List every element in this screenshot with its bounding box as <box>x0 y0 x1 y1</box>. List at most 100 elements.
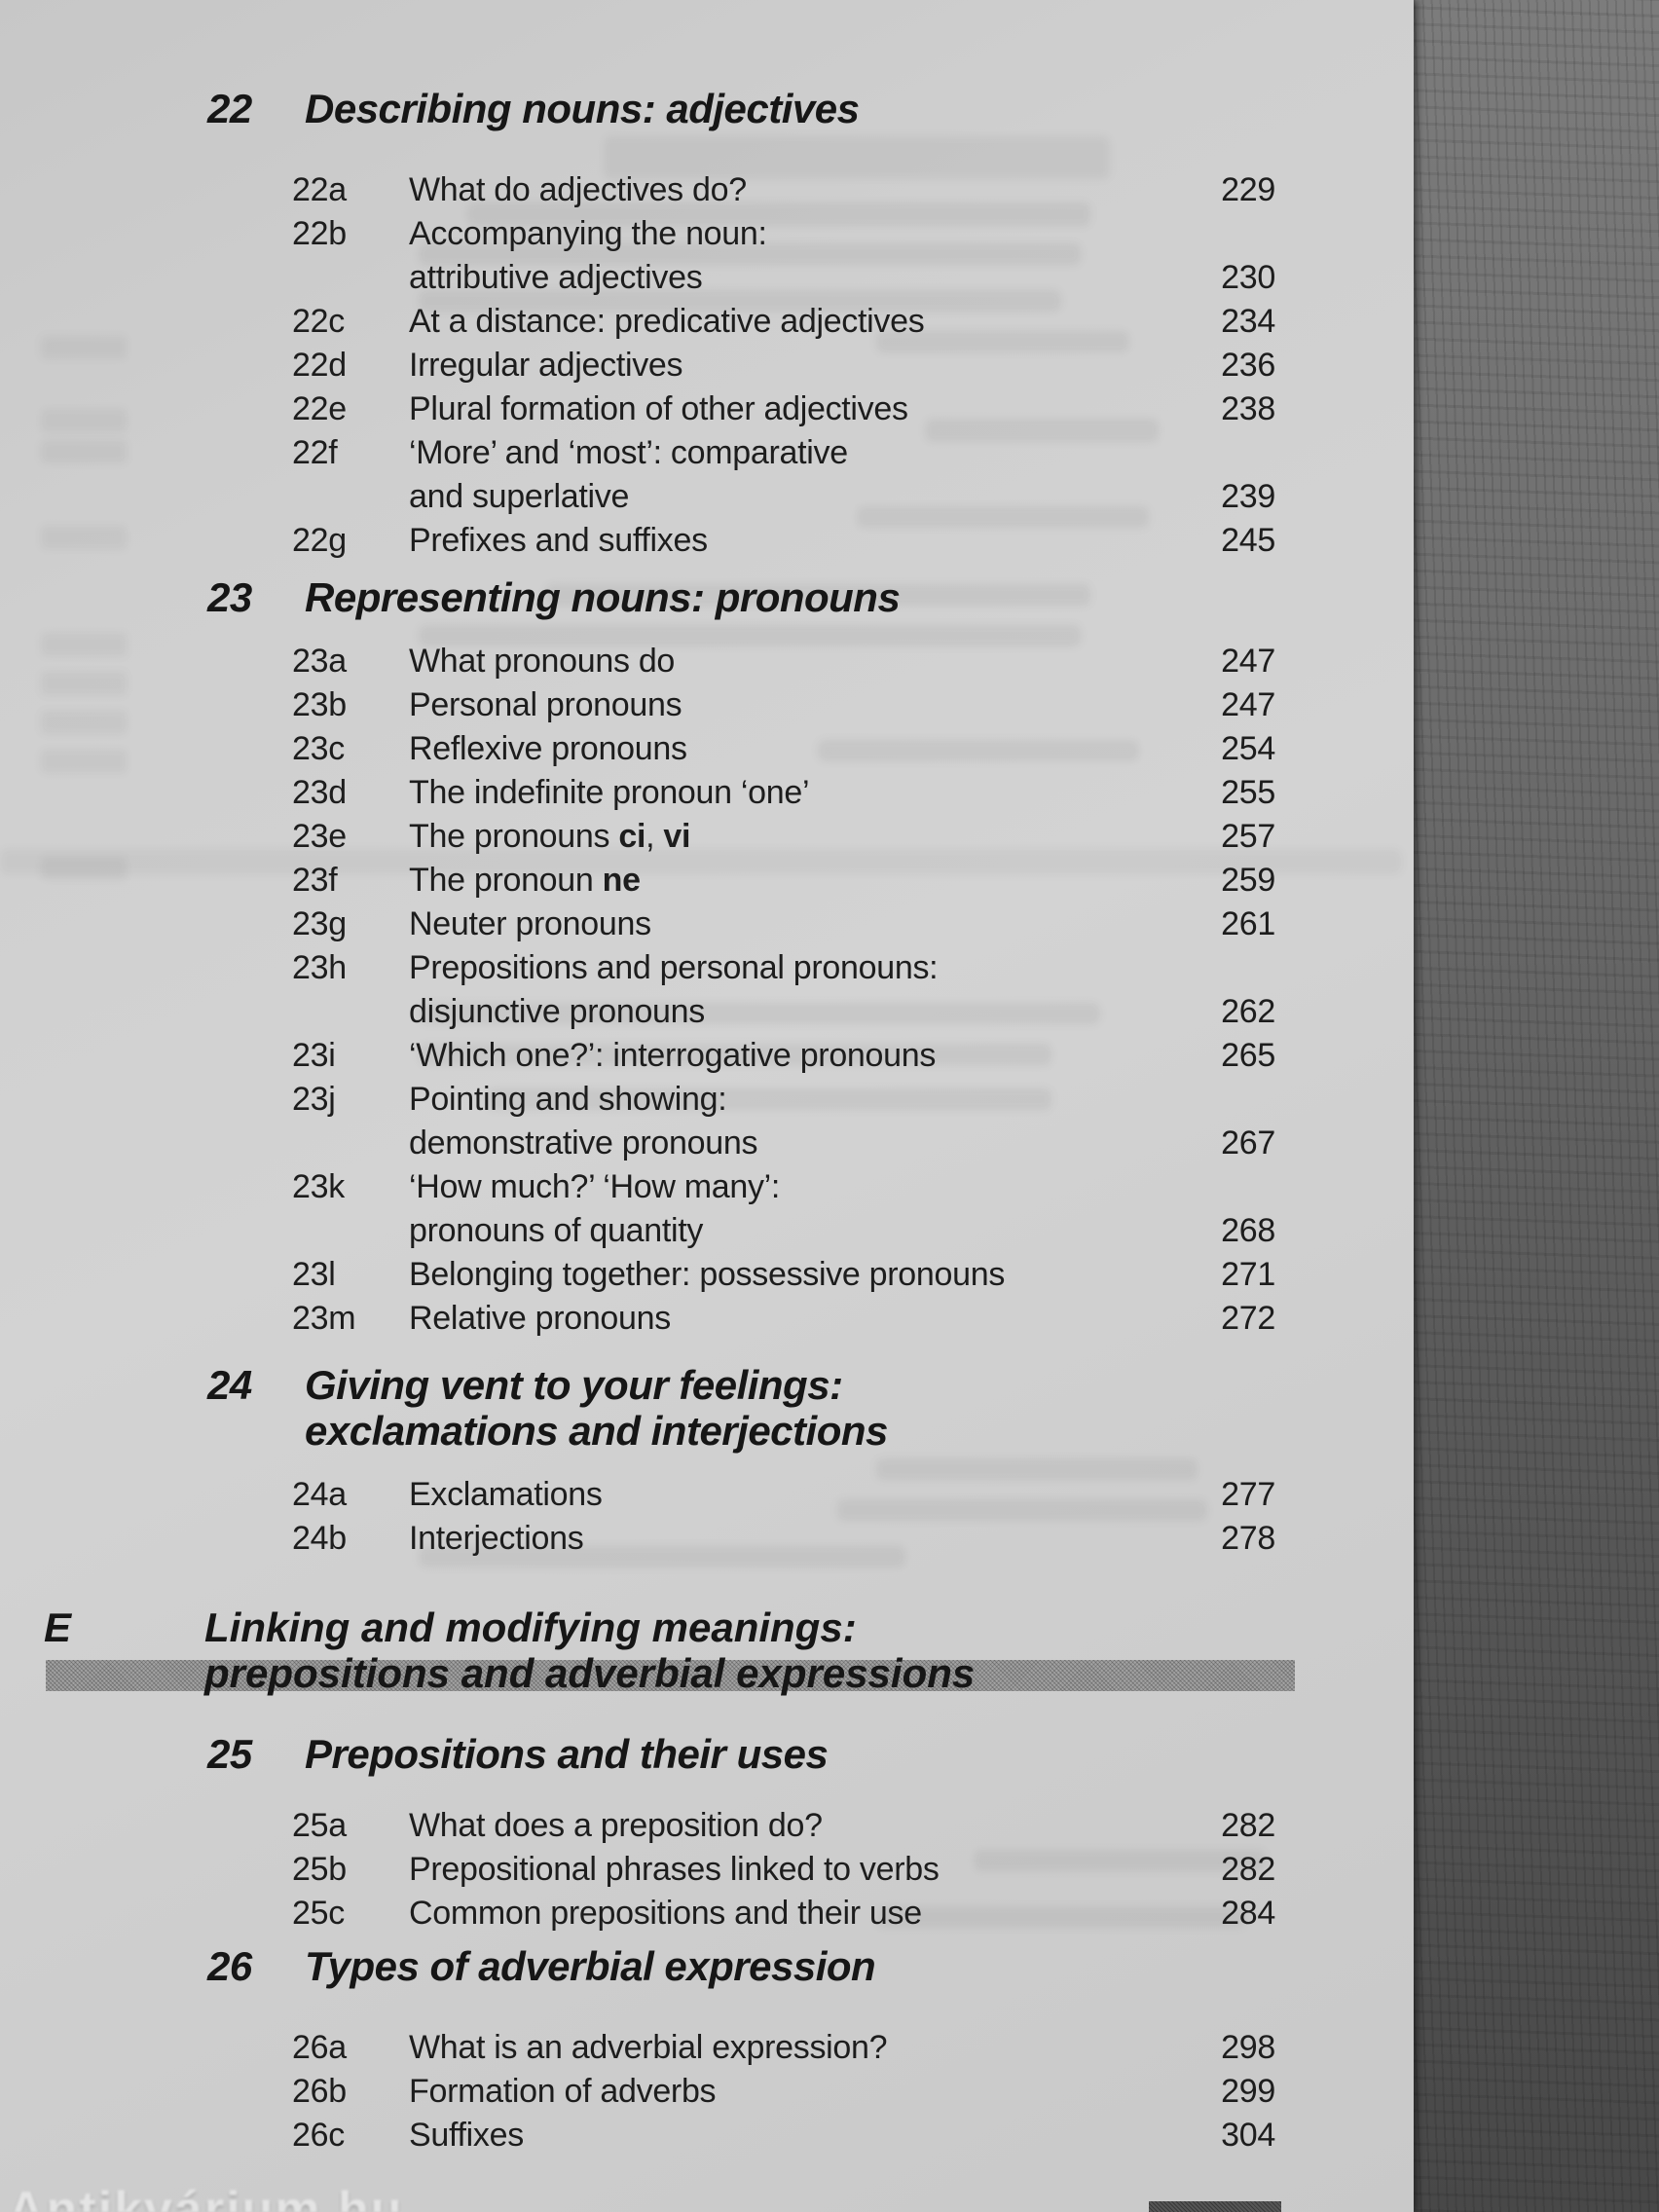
entry-title-line: Neuter pronouns <box>409 905 651 942</box>
entry-label: 23k <box>292 1168 345 1205</box>
entry-label: 23h <box>292 949 347 986</box>
entry-page-number: 234 <box>1221 303 1275 340</box>
toc-entry: 25c Common prepositions and their use 284 <box>0 1892 1414 1936</box>
entry-title-line: Formation of adverbs <box>409 2073 717 2110</box>
entry-page-number: 247 <box>1221 686 1275 723</box>
entry-page-number: 268 <box>1221 1212 1275 1249</box>
part-heading: E Linking and modifying meanings: preposit… <box>0 1604 1414 1696</box>
entry-title: Neuter pronouns <box>409 903 1129 946</box>
entry-title: Prefixes and suffixes <box>409 519 1129 563</box>
entry-title-line: Plural formation of other adjectives <box>409 390 908 427</box>
chapter-title: Types of adverbial expression <box>305 1943 1414 1989</box>
toc-entry: 22c At a distance: predicative adjectives… <box>0 300 1414 344</box>
entry-title: What does a preposition do? <box>409 1804 1129 1848</box>
toc-entry: 23i ‘Which one?’: interrogative pronouns 2… <box>0 1034 1414 1078</box>
entry-page-number: 236 <box>1221 347 1275 384</box>
toc-entry: 23l Belonging together: possessive pronou… <box>0 1253 1414 1297</box>
toc-entry: 22b Accompanying the noun: attributive adj… <box>0 212 1414 300</box>
entry-label: 23e <box>292 818 347 855</box>
entry-label: 23l <box>292 1256 336 1293</box>
entry-title-line: Pointing and showing: <box>409 1081 727 1118</box>
entry-page-number: 261 <box>1221 905 1275 942</box>
entry-label: 22b <box>292 215 347 252</box>
entry-title-line: The pronoun ne <box>409 862 641 899</box>
entry-label: 24a <box>292 1476 347 1513</box>
entry-title-line: ‘Which one?’: interrogative pronouns <box>409 1037 937 1074</box>
entry-label: 24b <box>292 1520 347 1557</box>
watermark: Antikvárium.hu <box>8 2182 404 2212</box>
entry-title-line: Common prepositions and their use <box>409 1895 922 1932</box>
entry-label: 23b <box>292 686 347 723</box>
entry-title-line: Prepositions and personal pronouns: <box>409 949 939 986</box>
entry-title: What pronouns do <box>409 640 1129 683</box>
entry-label: 23a <box>292 643 347 680</box>
entry-title: Common prepositions and their use <box>409 1892 1129 1936</box>
part-letter <box>0 1650 204 1696</box>
toc-entry: 26b Formation of adverbs 299 <box>0 2070 1414 2114</box>
chapter-number: 22 <box>207 86 252 131</box>
entry-title-line: The pronouns ci, vi <box>409 818 691 855</box>
entry-title: The indefinite pronoun ‘one’ <box>409 771 1129 815</box>
chapter-title: Representing nouns: pronouns <box>305 574 1414 620</box>
entry-page-number: 238 <box>1221 390 1275 427</box>
toc-entry: 23h Prepositions and personal pronouns: di… <box>0 946 1414 1034</box>
entry-label: 22a <box>292 171 347 208</box>
toc-entry: 25a What does a preposition do? 282 <box>0 1804 1414 1848</box>
entry-page-number: 230 <box>1221 259 1275 296</box>
chapter-number: 26 <box>207 1943 252 1989</box>
book-page: 22 Describing nouns: adjectives 22a What do… <box>0 0 1414 2212</box>
entry-title: The pronouns ci, vi <box>409 815 1129 859</box>
entry-title-line: What is an adverbial expression? <box>409 2029 888 2066</box>
entry-title: Irregular adjectives <box>409 344 1129 387</box>
entry-title-line: Prepositional phrases linked to verbs <box>409 1851 940 1888</box>
entry-page-number: 229 <box>1221 171 1275 208</box>
entry-title-line: At a distance: predicative adjectives <box>409 303 925 340</box>
chapter-title-line: Prepositions and their uses <box>305 1731 829 1777</box>
entry-title-line: Exclamations <box>409 1476 603 1513</box>
entry-label: 23c <box>292 730 345 767</box>
chapter-number: 24 <box>207 1362 252 1408</box>
entry-page-number: 298 <box>1221 2029 1275 2066</box>
entry-page-number: 257 <box>1221 818 1275 855</box>
entry-title-line: Personal pronouns <box>409 686 682 723</box>
toc-entry: 23d The indefinite pronoun ‘one’ 255 <box>0 771 1414 815</box>
section-divider-bar <box>46 1660 1295 1691</box>
entry-title-line: attributive adjectives <box>409 259 703 296</box>
entry-label: 26a <box>292 2029 347 2066</box>
chapter-title-line: Types of adverbial expression <box>305 1943 876 1989</box>
entry-page-number: 262 <box>1221 993 1275 1030</box>
entry-label: 26c <box>292 2117 345 2154</box>
entry-title: Formation of adverbs <box>409 2070 1129 2114</box>
entry-title-line: disjunctive pronouns <box>409 993 705 1030</box>
entry-page-number: 278 <box>1221 1520 1275 1557</box>
entry-page-number: 255 <box>1221 774 1275 811</box>
chapter-title: Describing nouns: adjectives <box>305 86 1414 131</box>
entry-title: Plural formation of other adjectives <box>409 387 1129 431</box>
entry-label: 26b <box>292 2073 347 2110</box>
entry-title-line: Accompanying the noun: <box>409 215 767 252</box>
entry-title-line: pronouns of quantity <box>409 1212 704 1249</box>
entry-page-number: 282 <box>1221 1807 1275 1844</box>
toc-entry: 23m Relative pronouns 272 <box>0 1297 1414 1341</box>
toc-entry: 22e Plural formation of other adjectives 2… <box>0 387 1414 431</box>
toc-entry: 23b Personal pronouns 247 <box>0 683 1414 727</box>
entry-title: Relative pronouns <box>409 1297 1129 1341</box>
entry-title: Pointing and showing: demonstrative prono… <box>409 1078 1129 1165</box>
entry-title: Prepositions and personal pronouns: disju… <box>409 946 1129 1034</box>
entry-label: 22e <box>292 390 347 427</box>
chapter-heading: 22 Describing nouns: adjectives <box>0 86 1414 131</box>
entry-page-number: 282 <box>1221 1851 1275 1888</box>
entry-title: Prepositional phrases linked to verbs <box>409 1848 1129 1892</box>
chapter-heading: 26 Types of adverbial expression <box>0 1943 1414 1989</box>
entry-label: 23g <box>292 905 347 942</box>
entry-title-line: What pronouns do <box>409 643 676 680</box>
part-letter: E <box>44 1604 72 1650</box>
entry-page-number: 284 <box>1221 1895 1275 1932</box>
entry-page-number: 265 <box>1221 1037 1275 1074</box>
entry-title: Exclamations <box>409 1473 1129 1517</box>
toc-entry: 23a What pronouns do 247 <box>0 640 1414 683</box>
entry-label: 23f <box>292 862 338 899</box>
entry-label: 25c <box>292 1895 345 1932</box>
chapter-title-line: Giving vent to your feelings: <box>305 1362 843 1408</box>
entry-title: ‘How much?’ ‘How many’: pronouns of quant… <box>409 1165 1129 1253</box>
